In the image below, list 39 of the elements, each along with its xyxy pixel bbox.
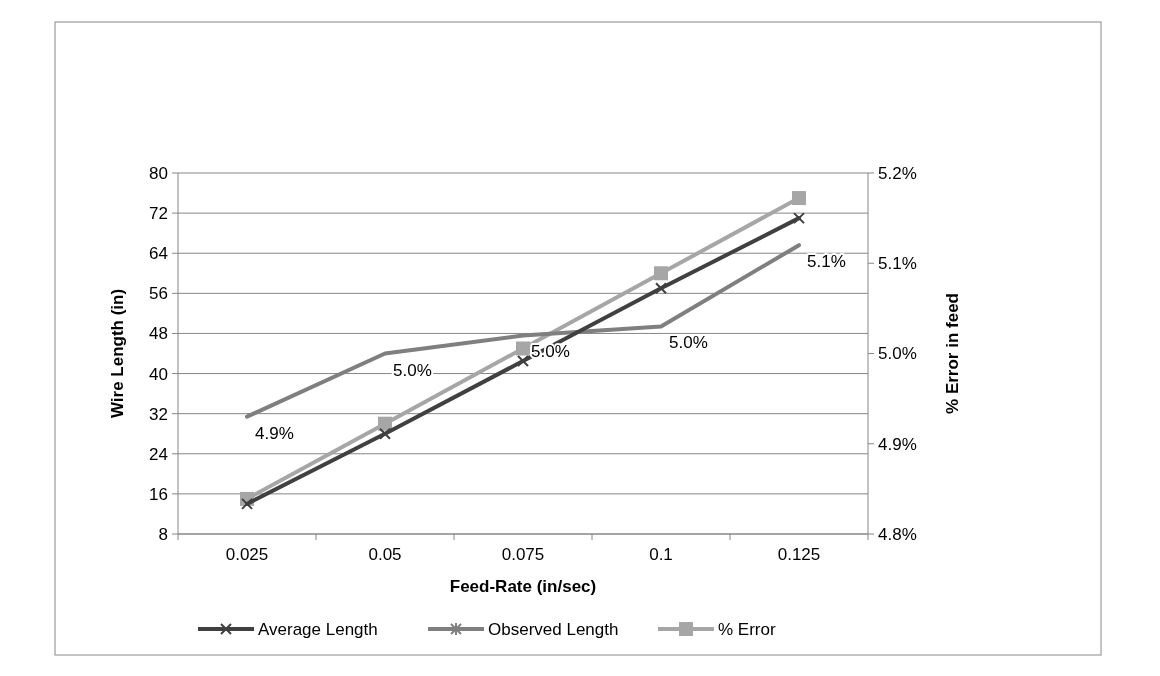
x-tick-label: 0.125 (777, 545, 821, 564)
y2-axis-title: % Error in feed (943, 293, 962, 414)
x-tick-label: 0.1 (649, 545, 673, 564)
data-label: 5.0% (669, 333, 708, 353)
point (516, 341, 530, 356)
point (793, 212, 805, 225)
x-axis-title: Feed-Rate (in/sec) (449, 577, 597, 596)
y-tick-label: 56 (149, 284, 168, 304)
legend-label: Average Length (258, 619, 378, 639)
point (378, 416, 392, 431)
y-tick-label: 80 (149, 163, 168, 183)
x-tick-label: 0.075 (501, 545, 545, 564)
x-tick-label: 0.025 (225, 545, 269, 564)
y-axis-title: Wire Length (in) (108, 288, 127, 419)
y-tick-label: 64 (149, 244, 168, 264)
point (792, 191, 806, 206)
y2-tick-label: 4.9% (878, 434, 917, 454)
data-label: 5.0% (393, 360, 432, 380)
data-label: 4.9% (255, 423, 294, 443)
y-tick-label: 8 (158, 524, 168, 544)
y-tick-label: 32 (149, 404, 168, 424)
point (379, 427, 391, 440)
point (655, 282, 667, 295)
y2-tick-label: 4.8% (878, 524, 917, 544)
legend-label: Observed Length (488, 619, 619, 639)
x-tick-label: 0.05 (368, 545, 402, 564)
y2-tick-label: 5.0% (878, 344, 917, 364)
y-tick-label: 40 (149, 364, 168, 384)
y-tick-label: 16 (149, 484, 168, 504)
y-tick-label: 48 (149, 324, 168, 344)
data-label: 5.1% (807, 252, 846, 272)
y2-tick-label: 5.1% (878, 254, 917, 274)
y-tick-label: 24 (149, 444, 168, 464)
point (241, 497, 253, 510)
point (517, 355, 529, 368)
y2-tick-label: 5.2% (878, 163, 917, 183)
y-tick-label: 72 (149, 204, 168, 224)
legend-label: % Error (718, 619, 776, 639)
point (654, 266, 668, 281)
